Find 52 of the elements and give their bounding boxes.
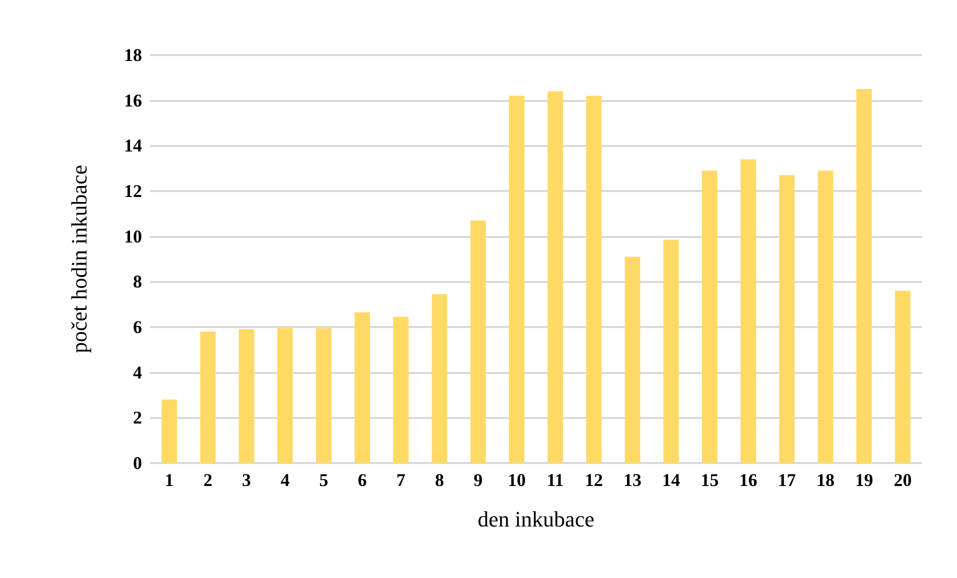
y-tick-label: 18: [124, 45, 142, 65]
bar: [702, 170, 718, 463]
bar: [663, 240, 679, 463]
x-tick-label: 8: [435, 470, 444, 490]
x-tick-label: 2: [203, 470, 212, 490]
x-tick-label: 16: [739, 470, 758, 490]
x-tick-label: 5: [319, 470, 328, 490]
y-tick-label: 4: [133, 362, 142, 382]
x-tick-label: 14: [662, 470, 680, 490]
y-tick-label: 14: [124, 136, 142, 156]
bar: [818, 170, 834, 463]
x-tick-label: 7: [396, 470, 406, 490]
x-tick-label: 17: [778, 470, 796, 490]
x-tick-label: 20: [894, 470, 912, 490]
bar: [162, 400, 178, 463]
bar: [393, 316, 409, 463]
x-tick-label: 9: [474, 470, 483, 490]
y-tick-label: 0: [133, 453, 142, 473]
x-tick-label: 6: [358, 470, 367, 490]
x-axis-title: den inkubace: [478, 506, 594, 532]
x-tick-label: 15: [700, 470, 719, 490]
x-tick-label: 1: [164, 470, 174, 490]
y-tick-label: 6: [133, 317, 142, 337]
bar: [200, 332, 216, 463]
bar: [548, 91, 564, 463]
bar: [354, 312, 370, 463]
bar: [856, 89, 872, 463]
bar: [470, 220, 486, 463]
y-tick-label: 12: [124, 181, 142, 201]
x-tick-label: 13: [624, 470, 642, 490]
x-tick-label: 12: [584, 470, 603, 490]
bar: [894, 290, 910, 463]
bar: [779, 175, 795, 463]
bar: [586, 96, 602, 463]
bar: [624, 256, 640, 463]
x-tick-label: 11: [546, 470, 564, 490]
y-tick-label: 10: [124, 226, 142, 246]
x-tick-label: 19: [855, 470, 874, 490]
y-tick-label: 8: [133, 272, 142, 292]
bar: [316, 328, 332, 463]
x-tick-label: 4: [280, 470, 290, 490]
bar: [740, 159, 756, 463]
bar: [238, 329, 254, 463]
x-tick-label: 10: [508, 470, 526, 490]
y-tick-label: 2: [133, 408, 142, 428]
y-axis-title: počet hodin inkubace: [66, 164, 92, 354]
x-tick-label: 18: [816, 470, 834, 490]
bar: [277, 328, 293, 463]
bar: [432, 294, 448, 463]
x-tick-label: 3: [242, 470, 251, 490]
bar: [508, 96, 524, 463]
y-tick-label: 16: [124, 90, 142, 110]
